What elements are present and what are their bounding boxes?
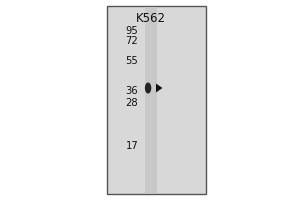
Text: 17: 17 bbox=[125, 141, 138, 151]
Bar bbox=[145, 7, 158, 193]
Text: 55: 55 bbox=[125, 56, 138, 66]
Ellipse shape bbox=[145, 82, 151, 93]
Text: 72: 72 bbox=[125, 36, 138, 46]
Text: K562: K562 bbox=[136, 12, 166, 25]
Polygon shape bbox=[156, 84, 162, 92]
Text: 95: 95 bbox=[125, 26, 138, 36]
Text: 36: 36 bbox=[126, 86, 138, 96]
Bar bbox=[106, 6, 206, 194]
Text: 28: 28 bbox=[126, 98, 138, 108]
